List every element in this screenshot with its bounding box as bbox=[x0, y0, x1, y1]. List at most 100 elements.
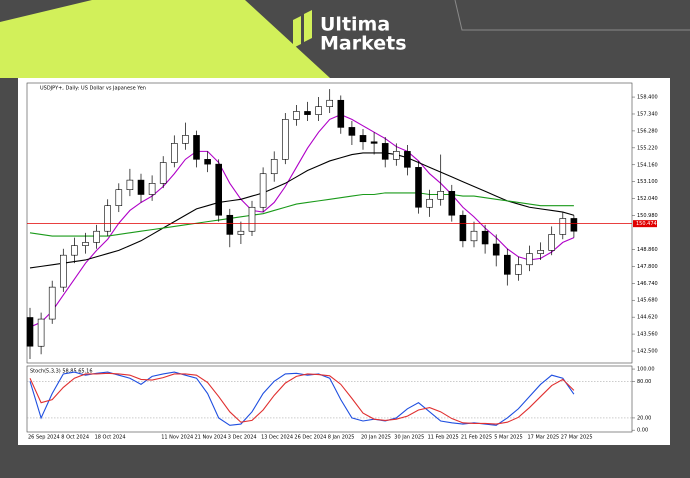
chart-panel bbox=[18, 78, 670, 445]
candle-body bbox=[537, 250, 544, 254]
brand-line1: Ultima bbox=[320, 14, 390, 36]
candle-body bbox=[304, 111, 311, 115]
line-series bbox=[29, 152, 575, 269]
candle-body bbox=[415, 167, 422, 208]
brand-line2: Markets bbox=[320, 33, 407, 55]
x-tick-label: 21 Feb 2025 bbox=[461, 435, 492, 441]
x-tick-label: 11 Feb 2025 bbox=[428, 435, 459, 441]
x-tick-label: 20 Jan 2025 bbox=[361, 435, 391, 441]
candle-body bbox=[492, 243, 500, 256]
x-tick-label: 26 Dec 2024 bbox=[294, 435, 326, 441]
y-tick-label: 152.040 bbox=[637, 196, 658, 202]
y-tick-label: 148.860 bbox=[637, 247, 658, 253]
line-series bbox=[29, 372, 575, 425]
candle-body bbox=[215, 163, 222, 216]
x-tick-label: 21 Nov 2024 bbox=[195, 435, 227, 441]
y-tick-label: 20.00 bbox=[637, 415, 651, 421]
candle-body bbox=[48, 286, 56, 320]
candle-body bbox=[171, 143, 178, 163]
candle-body bbox=[37, 318, 45, 347]
candle-body bbox=[570, 218, 578, 232]
y-tick-label: 147.800 bbox=[637, 264, 658, 270]
candle-body bbox=[226, 214, 234, 235]
x-tick-label: 8 Oct 2024 bbox=[61, 435, 89, 441]
candle-body bbox=[503, 254, 511, 275]
candle-body bbox=[481, 230, 489, 245]
candle-body bbox=[248, 206, 256, 232]
x-tick-label: 27 Mar 2025 bbox=[561, 435, 593, 441]
y-tick-label: 142.500 bbox=[637, 349, 658, 355]
x-tick-label: 30 Jan 2025 bbox=[394, 435, 424, 441]
candle-body bbox=[426, 198, 433, 208]
candle-body bbox=[515, 264, 522, 275]
y-tick-label: 80.00 bbox=[637, 379, 651, 385]
candle-body bbox=[559, 218, 567, 235]
chart-title: USDJPY+, Daily: US Dollar vs Japanese Ye… bbox=[40, 86, 146, 92]
stoch-frame bbox=[26, 365, 633, 433]
candle-body bbox=[159, 162, 167, 184]
candle-body bbox=[115, 189, 123, 206]
y-tick-label: 154.160 bbox=[637, 162, 658, 168]
candle-body bbox=[293, 111, 300, 120]
candle-body bbox=[392, 151, 400, 160]
x-tick-label: 17 Mar 2025 bbox=[528, 435, 560, 441]
logo-bar bbox=[293, 16, 301, 48]
x-tick-label: 11 Nov 2024 bbox=[161, 435, 193, 441]
y-tick-label: 143.560 bbox=[637, 332, 658, 338]
x-tick-label: 5 Mar 2025 bbox=[494, 435, 523, 441]
candle-body bbox=[26, 317, 34, 347]
x-tick-label: 3 Dec 2024 bbox=[228, 435, 257, 441]
x-tick-label: 18 Oct 2024 bbox=[95, 435, 126, 441]
candle-body bbox=[148, 183, 156, 195]
x-tick-label: 8 Jan 2025 bbox=[328, 435, 355, 441]
candle-body bbox=[237, 230, 245, 235]
y-tick-label: 0.00 bbox=[637, 428, 648, 434]
candle-body bbox=[259, 173, 267, 208]
price-label: 150.474 bbox=[636, 221, 657, 227]
candle-body bbox=[137, 179, 145, 195]
candle-body bbox=[337, 99, 345, 128]
candle-body bbox=[459, 214, 467, 242]
candle-body bbox=[404, 151, 411, 168]
y-tick-label: 100.00 bbox=[637, 367, 655, 373]
y-tick-label: 144.620 bbox=[637, 315, 658, 321]
y-tick-label: 158.400 bbox=[637, 95, 658, 101]
y-tick-label: 150.980 bbox=[637, 213, 658, 219]
x-tick-label: 13 Dec 2024 bbox=[261, 435, 293, 441]
candle-body bbox=[348, 127, 356, 136]
price-label-box bbox=[633, 220, 657, 228]
logo-bar bbox=[304, 10, 312, 42]
candle-body bbox=[448, 190, 456, 216]
y-tick-label: 146.740 bbox=[637, 281, 658, 287]
candle-body bbox=[381, 143, 389, 160]
candle-body bbox=[193, 135, 200, 160]
candle-body bbox=[281, 119, 289, 160]
candle-body bbox=[315, 106, 322, 115]
candle-body bbox=[437, 190, 445, 200]
candle-body bbox=[82, 242, 89, 246]
stoch-title: Stoch(5,3,3) 58.85 65.16 bbox=[30, 369, 93, 375]
candle-body bbox=[93, 230, 100, 243]
y-tick-label: 153.100 bbox=[637, 179, 658, 185]
y-tick-label: 155.220 bbox=[637, 145, 658, 151]
decor-line bbox=[454, 0, 690, 31]
line-series bbox=[29, 192, 574, 237]
candle-body bbox=[370, 141, 378, 144]
price-frame bbox=[26, 82, 633, 364]
x-tick-label: 26 Sep 2024 bbox=[28, 435, 60, 441]
candle-body bbox=[526, 253, 533, 266]
candle-body bbox=[548, 234, 556, 251]
candle-body bbox=[104, 205, 111, 232]
y-tick-label: 145.680 bbox=[637, 298, 658, 304]
candle-body bbox=[359, 135, 367, 143]
y-tick-label: 157.340 bbox=[637, 111, 658, 117]
candle-body bbox=[71, 245, 78, 256]
line-series bbox=[29, 114, 575, 328]
candle-body bbox=[126, 179, 134, 190]
candle-body bbox=[326, 99, 334, 107]
candle-body bbox=[270, 159, 278, 175]
candle-body bbox=[182, 135, 189, 144]
accent-shape bbox=[0, 0, 330, 78]
y-tick-label: 156.280 bbox=[637, 128, 658, 134]
